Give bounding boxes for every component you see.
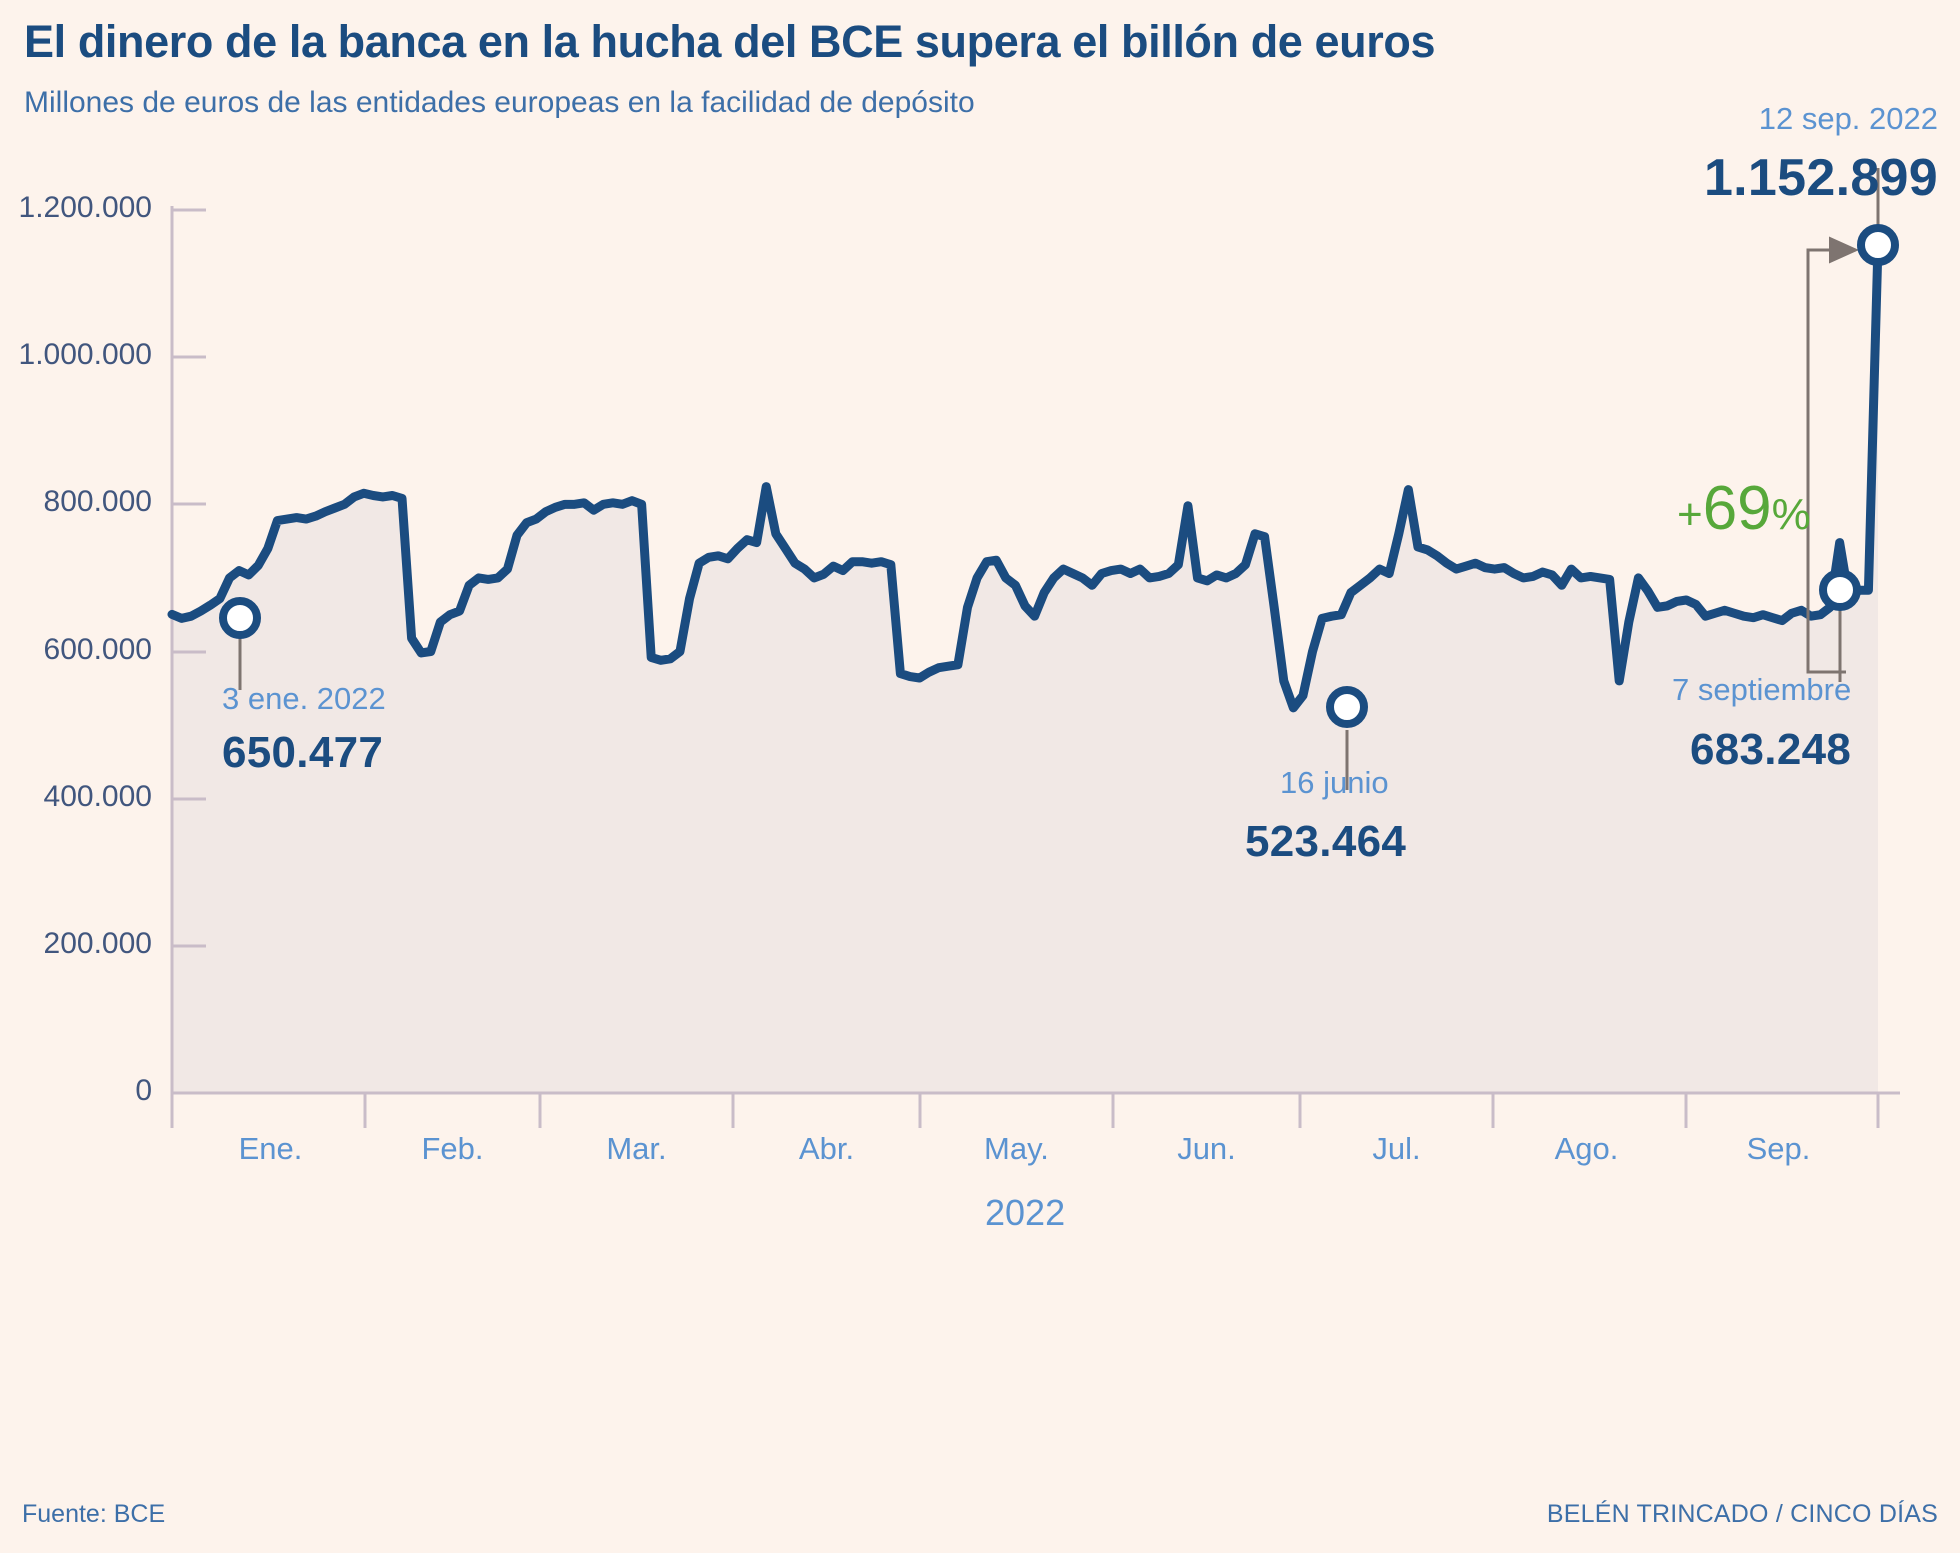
x-tick-label-abr: Abr. [798,1131,855,1166]
area-fill [172,244,1878,1093]
page-subtitle: Millones de euros de las entidades europ… [24,86,975,119]
y-tick-label-1200000: 1.200.000 [18,191,152,224]
growth-sign: + [1677,490,1703,539]
source-label: Fuente: BCE [22,1500,166,1528]
growth-bracket [1806,236,1859,674]
annotation-low-date: 16 junio [1280,765,1389,800]
x-tick-label-ago: Ago. [1554,1131,1619,1166]
growth-symbol: % [1771,490,1811,539]
marker-end [1857,224,1899,266]
y-axis-ticks [172,208,206,1095]
marker-start [219,597,261,639]
y-tick-label-1000000: 1.000.000 [18,338,152,371]
y-tick-label-0: 0 [135,1074,152,1107]
credit-label: BELÉN TRINCADO / CINCO DÍAS [1546,1500,1938,1528]
y-tick-label-200000: 200.000 [43,927,152,960]
x-tick-label-feb: Feb. [421,1131,484,1166]
page-title: El dinero de la banca en la hucha del BC… [24,16,1436,67]
marker-low [1326,686,1368,728]
growth-number: 69 [1702,474,1772,543]
x-axis-title: 2022 [985,1192,1066,1233]
y-tick-label-600000: 600.000 [43,633,152,666]
annotation-prev-date: 7 septiembre [1672,672,1852,707]
annotation-end-value: 1.152.899 [1703,149,1938,207]
annotation-growth: +69% [1677,473,1811,544]
marker-prev [1819,569,1861,611]
x-tick-label-may: May. [984,1131,1049,1166]
annotation-start-value: 650.477 [222,728,384,777]
annotation-end-date: 12 sep. 2022 [1758,101,1938,136]
x-tick-label-mar: Mar. [606,1131,667,1166]
annotation-start-date: 3 ene. 2022 [222,681,386,716]
x-tick-label-sep: Sep. [1746,1131,1811,1166]
annotation-low-value: 523.464 [1245,817,1407,866]
y-tick-label-400000: 400.000 [43,780,152,813]
x-tick-label-ene: Ene. [238,1131,303,1166]
data-line [167,240,1883,713]
x-tick-label-jul: Jul. [1372,1131,1421,1166]
annotation-prev-value: 683.248 [1690,725,1852,774]
x-axis-ticks [170,1093,1880,1128]
x-tick-label-jun: Jun. [1177,1131,1236,1166]
y-tick-label-800000: 800.000 [43,485,152,518]
